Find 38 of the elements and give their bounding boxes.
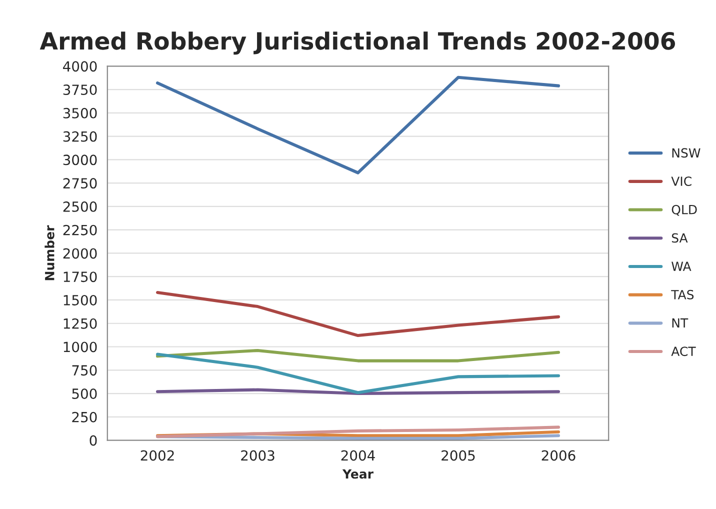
x-tick-label: 2003 xyxy=(241,450,274,461)
line-series xyxy=(156,426,560,438)
x-tick-label: 2006 xyxy=(542,450,576,461)
y-tick-label: 2500 xyxy=(63,201,97,212)
chart-title: Armed Robbery Jurisdictional Trends 2002-2006 xyxy=(40,32,676,55)
x-axis-title: Year xyxy=(342,469,374,479)
y-tick-label: 4000 xyxy=(63,61,97,72)
legend-label: ACT xyxy=(671,346,696,356)
x-tick-label: 2004 xyxy=(341,450,375,461)
y-tick-label: 3000 xyxy=(63,154,97,166)
legend-label: TAS xyxy=(671,290,694,300)
y-tick-label: 500 xyxy=(72,388,97,399)
y-tick-label: 1750 xyxy=(64,272,97,282)
y-tick-label: 3500 xyxy=(63,108,97,118)
y-tick-label: 2750 xyxy=(63,178,97,189)
y-tick-label: 750 xyxy=(72,365,97,376)
legend-label: NSW xyxy=(672,148,700,158)
legend-label: WA xyxy=(672,262,692,271)
y-tick-label: 1250 xyxy=(64,318,97,329)
y-tick-label: 1500 xyxy=(64,294,97,306)
legend-label: NT xyxy=(672,318,688,328)
x-tick-label: 2002 xyxy=(140,450,174,461)
y-axis-title: Number xyxy=(44,225,54,280)
line-series xyxy=(156,290,560,338)
line-series xyxy=(156,352,560,394)
y-tick-label: 250 xyxy=(72,412,97,422)
line-series xyxy=(156,348,560,362)
legend-label: VIC xyxy=(671,176,692,186)
y-tick-label: 2000 xyxy=(63,248,97,259)
y-tick-label: 3750 xyxy=(63,84,97,96)
x-tick-label: 2005 xyxy=(442,450,475,461)
y-tick-label: 0 xyxy=(90,435,97,446)
y-tick-label: 2250 xyxy=(63,224,97,236)
legend-label: QLD xyxy=(672,204,697,216)
legend-label: SA xyxy=(672,233,688,243)
y-tick-label: 1000 xyxy=(64,342,97,352)
y-tick-label: 3250 xyxy=(63,131,97,142)
line-series xyxy=(156,76,560,174)
